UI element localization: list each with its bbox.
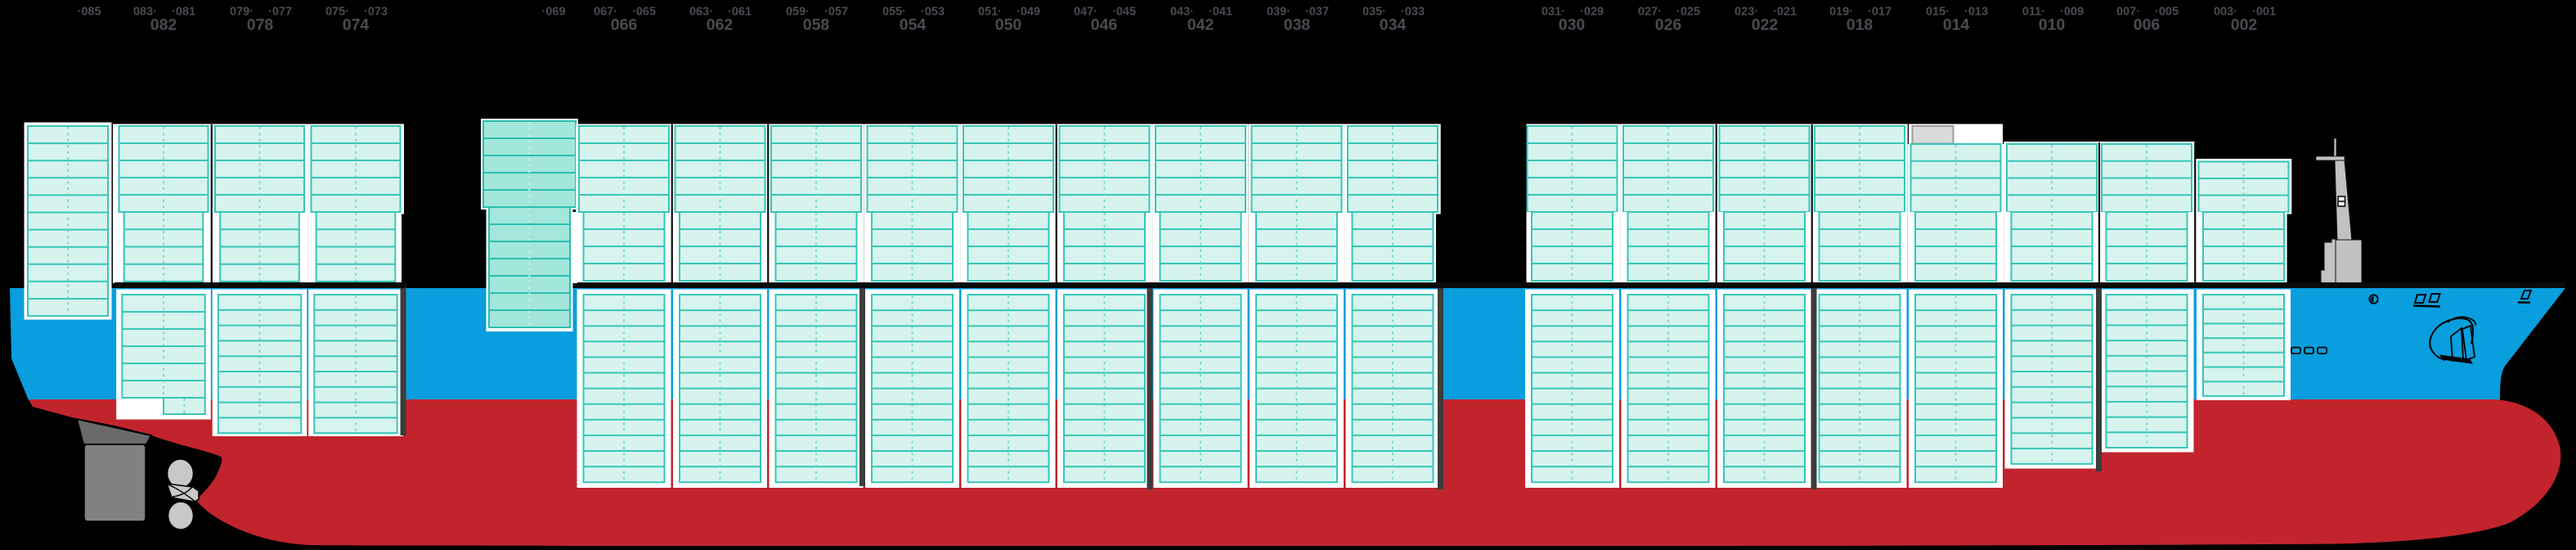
svg-text:059·: 059· (786, 6, 810, 19)
svg-text:083·: 083· (133, 6, 157, 19)
svg-text:031·: 031· (1542, 6, 1565, 19)
svg-text:030: 030 (1559, 16, 1586, 34)
svg-text:050: 050 (995, 16, 1022, 34)
svg-text:·001: ·001 (2252, 6, 2276, 19)
svg-text:·069: ·069 (541, 6, 565, 19)
svg-text:011·: 011· (2022, 6, 2045, 19)
svg-text:043·: 043· (1170, 6, 1194, 19)
svg-text:027·: 027· (1638, 6, 1662, 19)
svg-text:075·: 075· (325, 6, 349, 19)
svg-text:·081: ·081 (172, 6, 195, 19)
svg-text:067·: 067· (594, 6, 617, 19)
svg-text:002: 002 (2231, 16, 2258, 34)
svg-text:·029: ·029 (1580, 6, 1604, 19)
svg-text:·061: ·061 (728, 6, 752, 19)
svg-text:006: 006 (2134, 16, 2161, 34)
svg-text:018: 018 (1847, 16, 1874, 34)
svg-text:014: 014 (1943, 16, 1970, 34)
svg-text:066: 066 (611, 16, 638, 34)
svg-text:·005: ·005 (2155, 6, 2179, 19)
svg-text:055·: 055· (882, 6, 906, 19)
svg-text:·073: ·073 (364, 6, 388, 19)
svg-text:·025: ·025 (1676, 6, 1700, 19)
svg-text:058: 058 (803, 16, 830, 34)
svg-text:023·: 023· (1735, 6, 1758, 19)
svg-text:·085: ·085 (77, 6, 101, 19)
svg-text:079·: 079· (230, 6, 254, 19)
svg-text:·033: ·033 (1401, 6, 1425, 19)
svg-text:063·: 063· (689, 6, 713, 19)
svg-text:026: 026 (1655, 16, 1682, 34)
svg-text:046: 046 (1091, 16, 1118, 34)
svg-text:062: 062 (707, 16, 734, 34)
svg-text:015·: 015· (1926, 6, 1950, 19)
svg-text:·017: ·017 (1868, 6, 1892, 19)
svg-text:·049: ·049 (1016, 6, 1040, 19)
svg-text:·041: ·041 (1209, 6, 1232, 19)
svg-text:007·: 007· (2116, 6, 2140, 19)
svg-text:035·: 035· (1362, 6, 1386, 19)
svg-text:051·: 051· (978, 6, 1002, 19)
svg-text:·065: ·065 (632, 6, 656, 19)
svg-text:·037: ·037 (1305, 6, 1329, 19)
svg-text:·057: ·057 (824, 6, 848, 19)
svg-text:·045: ·045 (1112, 6, 1136, 19)
svg-text:038: 038 (1284, 16, 1311, 34)
svg-text:·013: ·013 (1964, 6, 1988, 19)
svg-text:042: 042 (1187, 16, 1214, 34)
svg-text:022: 022 (1752, 16, 1779, 34)
svg-text:·077: ·077 (268, 6, 292, 19)
svg-text:·021: ·021 (1773, 6, 1797, 19)
svg-text:003·: 003· (2214, 6, 2237, 19)
svg-text:082: 082 (150, 16, 177, 34)
svg-text:019·: 019· (1829, 6, 1853, 19)
svg-text:074: 074 (343, 16, 370, 34)
svg-text:·053: ·053 (921, 6, 945, 19)
svg-text:010: 010 (2039, 16, 2066, 34)
svg-text:047·: 047· (1074, 6, 1097, 19)
svg-text:039·: 039· (1267, 6, 1290, 19)
svg-text:078: 078 (247, 16, 274, 34)
svg-text:·009: ·009 (2060, 6, 2084, 19)
svg-text:054: 054 (900, 16, 927, 34)
svg-text:034: 034 (1380, 16, 1407, 34)
